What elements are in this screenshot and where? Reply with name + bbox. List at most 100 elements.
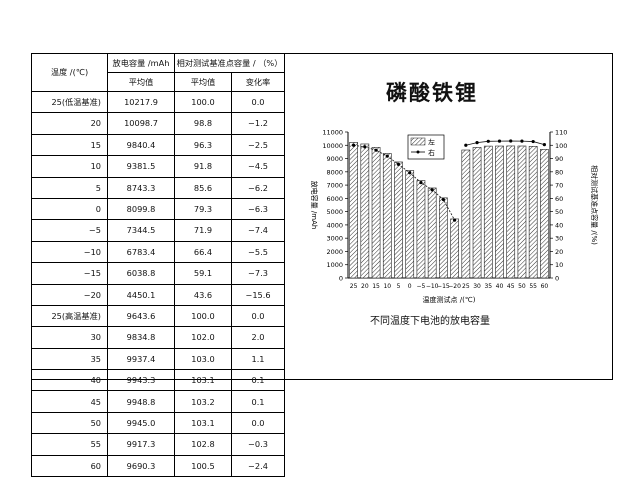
bar [360, 143, 370, 279]
cell-change: −6.3 [231, 197, 285, 221]
bar [472, 147, 482, 279]
table-row: 50 9945.0 103.1 0.0 [31, 411, 285, 435]
cell-capacity: 6783.4 [107, 240, 175, 264]
y-tick-label-right: 90 [555, 155, 563, 163]
y-tick-label-right: 50 [555, 208, 563, 216]
cell-capacity: 10217.9 [107, 90, 175, 114]
cell-capacity: 9690.3 [107, 454, 175, 477]
cell-capacity: 9840.4 [107, 133, 175, 157]
cell-relative: 71.9 [174, 219, 232, 242]
x-tick-label: 30 [473, 283, 481, 290]
y-tick-label-left: 5000 [326, 208, 343, 216]
header-change: 变化率 [231, 72, 285, 92]
header-temp: 温度 /(℃) [31, 53, 108, 92]
cell-capacity: 8743.3 [107, 176, 175, 199]
cell-capacity: 9917.3 [107, 433, 175, 456]
cell-change: −1.2 [231, 112, 285, 135]
table-row: 0 8099.8 79.3 −6.3 [31, 197, 285, 221]
bar [371, 147, 381, 279]
y-tick-label-left: 8000 [326, 168, 343, 176]
line-point [430, 188, 434, 192]
line-point [542, 143, 546, 147]
line-point [475, 141, 479, 145]
y-tick-label-right: 10 [555, 261, 563, 269]
cell-change: 0.0 [231, 304, 285, 328]
table-row: 35 9937.4 103.0 1.1 [31, 347, 285, 371]
table-row: 5 8743.3 85.6 −6.2 [31, 176, 285, 199]
y-tick-label-left: 7000 [326, 182, 343, 190]
y-tick-label-right: 100 [555, 142, 567, 150]
cell-temp: 50 [31, 411, 108, 435]
cell-temp: 15 [31, 133, 108, 157]
x-axis-label: 温度测试点 /(℃) [423, 295, 476, 304]
header-capacity: 放电容量 /mAh [107, 53, 175, 73]
table-row: 20 10098.7 98.8 −1.2 [31, 112, 285, 135]
cell-relative: 100.0 [174, 304, 232, 328]
y-axis-label-left: 放电容量 /mAh [310, 181, 319, 230]
table-row: −20 4450.1 43.6 −15.6 [31, 283, 285, 306]
line-point [509, 139, 513, 143]
bar [540, 149, 549, 279]
bar [394, 161, 403, 279]
bar [461, 149, 471, 279]
y-tick-label-left: 2000 [326, 248, 343, 256]
bar [517, 145, 527, 279]
table-row: 15 9840.4 96.3 −2.5 [31, 133, 285, 157]
y-tick-label-right: 70 [555, 182, 563, 190]
cell-capacity: 9937.4 [107, 347, 175, 371]
table-row: 10 9381.5 91.8 −4.5 [31, 155, 285, 178]
cell-relative: 103.2 [174, 390, 232, 413]
cell-change: 0.1 [231, 390, 285, 413]
cell-relative: 98.8 [174, 112, 232, 135]
x-tick-label: 5 [397, 283, 401, 290]
x-tick-label: 25 [350, 283, 358, 290]
table-row: 60 9690.3 100.5 −2.4 [31, 454, 285, 477]
cell-relative: 103.1 [174, 411, 232, 435]
legend-bar-swatch [410, 137, 426, 146]
cell-relative: 103.1 [174, 369, 232, 392]
bar [506, 145, 516, 279]
cell-temp: 25(高温基准) [31, 304, 108, 328]
line-point [453, 218, 457, 222]
x-tick-label: −5 [417, 283, 426, 290]
table-row: 30 9834.8 102.0 2.0 [31, 326, 285, 349]
y-tick-label-left: 1000 [326, 261, 343, 269]
cell-temp: 30 [31, 326, 108, 349]
cell-relative: 102.0 [174, 326, 232, 349]
header-avg-relative: 平均值 [174, 72, 232, 92]
line-point [363, 145, 367, 149]
y-tick-label-right: 60 [555, 195, 563, 203]
bar [495, 145, 504, 279]
capacity-chart: 0100020003000400050006000700080009000100… [310, 129, 599, 305]
line-point [396, 162, 401, 166]
legend-line-label: 右 [428, 148, 435, 157]
y-axis-label-right: 相对测试基准点容量 /(%) [590, 165, 599, 245]
y-tick-label-left: 0 [339, 275, 343, 283]
cell-relative: 96.3 [174, 133, 232, 157]
cell-capacity: 10098.7 [107, 112, 175, 135]
cell-temp: 40 [31, 369, 108, 392]
cell-temp: 0 [31, 197, 108, 221]
cell-temp: −15 [31, 262, 108, 285]
bar [528, 146, 538, 279]
table-row: −15 6038.8 59.1 −7.3 [31, 262, 285, 285]
y-tick-label-left: 11000 [322, 129, 343, 137]
header-relative: 相对测试基准点容量 / （%） [174, 53, 285, 73]
legend-line-marker [416, 150, 420, 154]
bar [439, 197, 448, 279]
cell-change: −6.2 [231, 176, 285, 199]
bar [416, 180, 426, 279]
cell-temp: 35 [31, 347, 108, 371]
cell-relative: 91.8 [174, 155, 232, 178]
table-row: 25(高温基准) 9643.6 100.0 0.0 [31, 304, 285, 328]
line-point [497, 139, 502, 143]
cell-temp: 60 [31, 454, 108, 477]
cell-change: −0.3 [231, 433, 285, 456]
x-tick-label: 50 [518, 283, 526, 290]
header-avg-capacity: 平均值 [107, 72, 175, 92]
cell-change: −5.5 [231, 240, 285, 264]
table-body: 25(低温基准) 10217.9 100.0 0.0 20 10098.7 98.8 −1.2… [31, 90, 285, 477]
cell-temp: −5 [31, 219, 108, 242]
cell-relative: 102.8 [174, 433, 232, 456]
data-table: 温度 /(℃) 放电容量 /mAh 相对测试基准点容量 / （%） 平均值 平均… [31, 53, 285, 477]
